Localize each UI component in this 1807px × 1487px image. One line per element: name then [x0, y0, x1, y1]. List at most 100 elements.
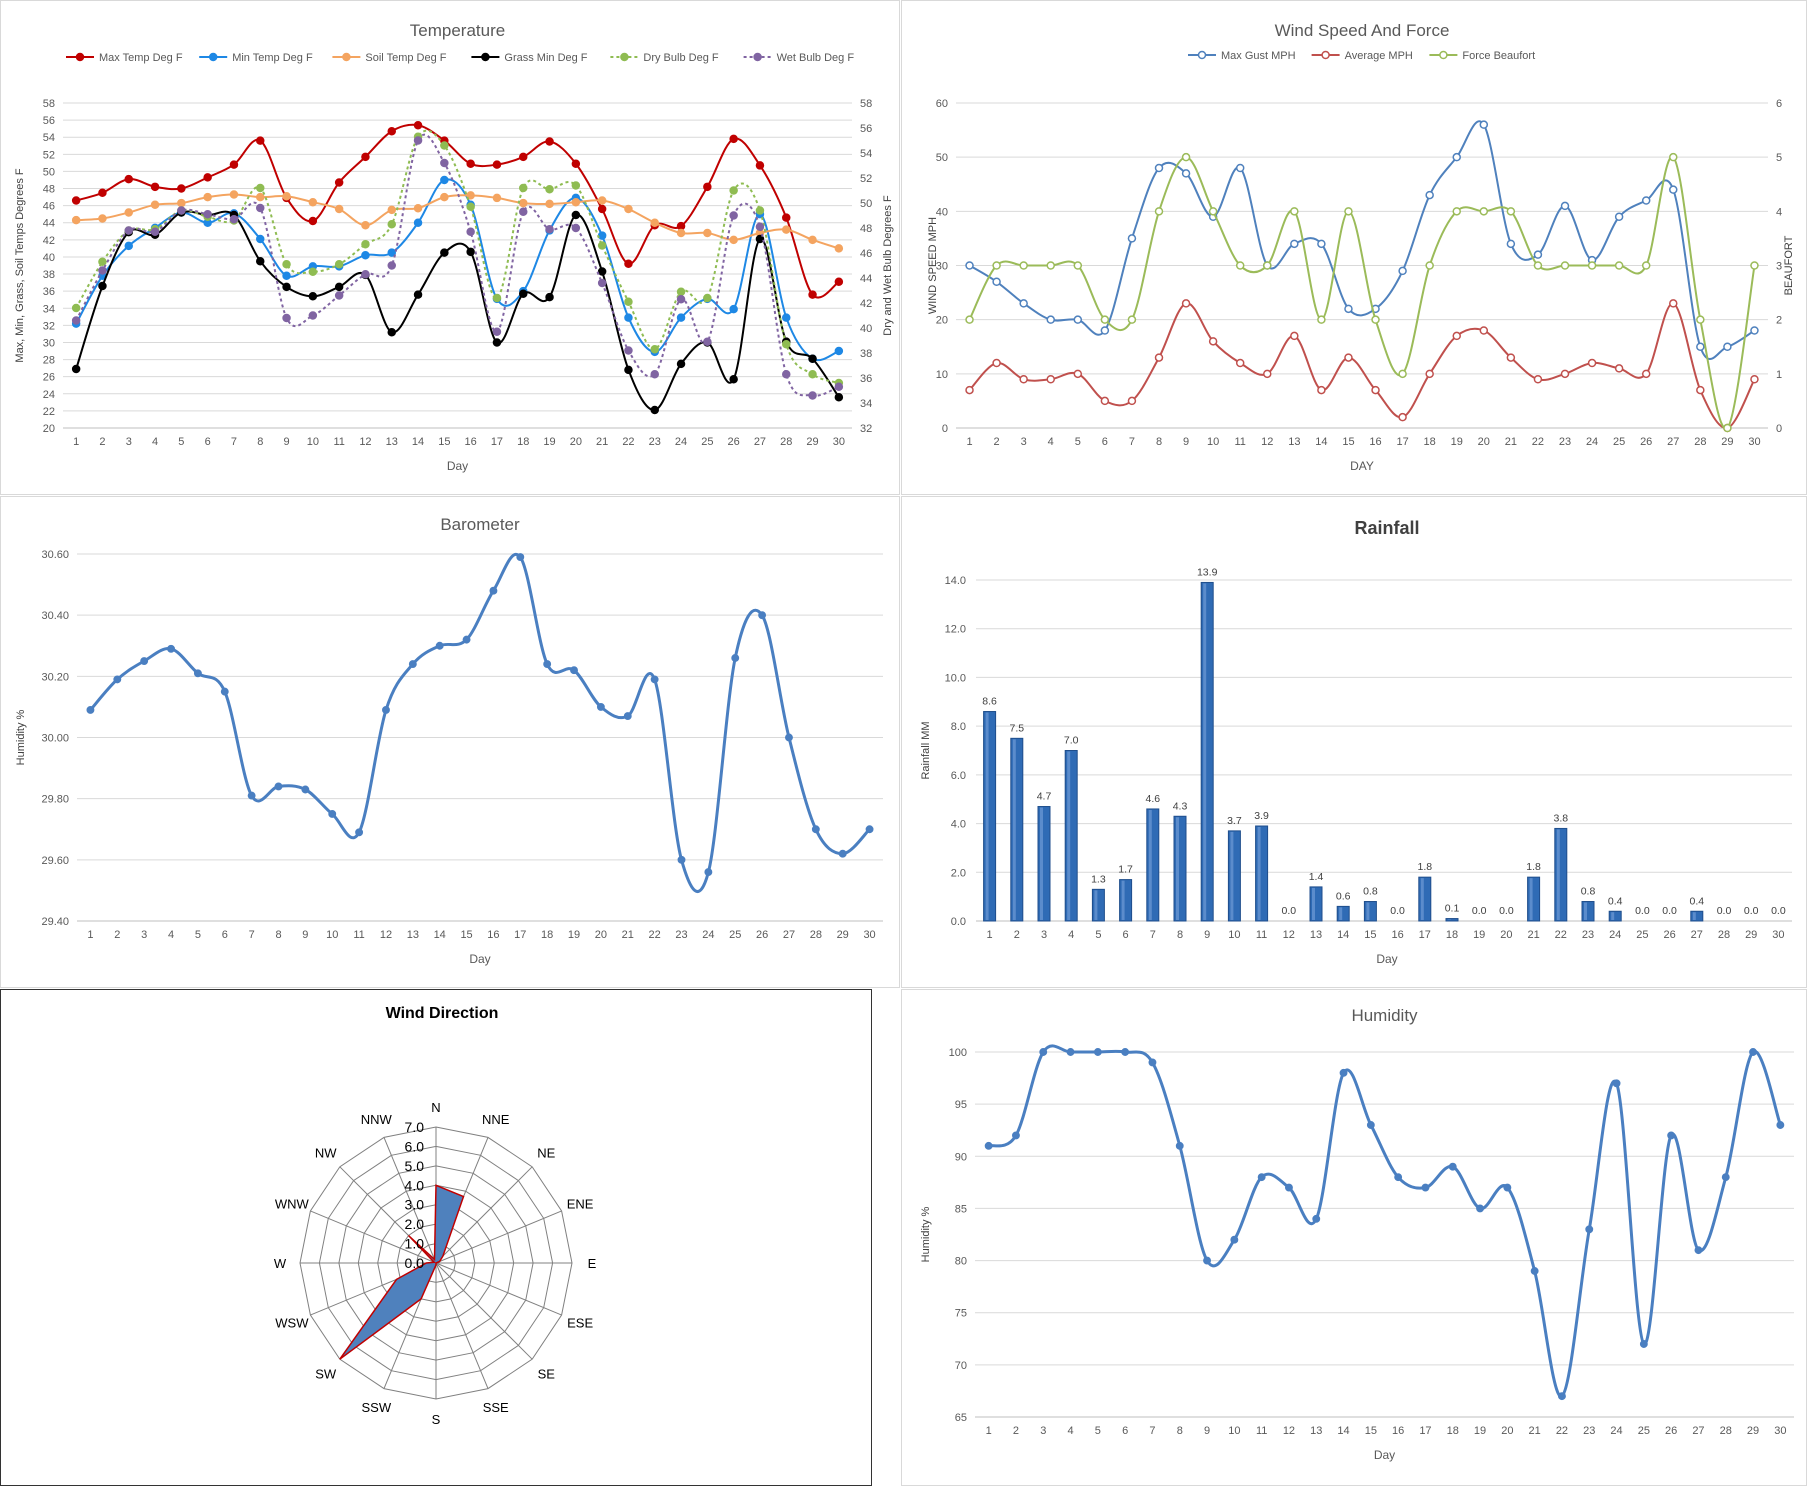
- data-point: [625, 366, 632, 373]
- x-tick-label: 16: [487, 929, 499, 941]
- data-label: 4.3: [1173, 800, 1188, 812]
- data-point: [1291, 240, 1298, 247]
- data-point: [1318, 316, 1325, 323]
- data-point: [125, 209, 132, 216]
- data-point: [1507, 240, 1514, 247]
- data-point: [544, 661, 550, 667]
- data-point: [1372, 387, 1379, 394]
- y-tick-label: 60: [936, 98, 948, 110]
- y-tick-label: 0: [942, 423, 948, 435]
- data-point: [599, 206, 606, 213]
- y-axis-label: Max, Min, Grass, Soil Temps Degrees F: [14, 168, 26, 362]
- x-tick-label: 26: [1665, 1425, 1677, 1437]
- data-point: [1318, 240, 1325, 247]
- data-point: [1643, 197, 1650, 204]
- data-point: [1751, 376, 1758, 383]
- y-tick-label: 12.0: [945, 624, 966, 636]
- data-point: [257, 235, 264, 242]
- data-point: [704, 183, 711, 190]
- data-point: [336, 261, 343, 268]
- bar-highlight: [1366, 903, 1369, 920]
- x-axis-label: Day: [469, 952, 490, 966]
- data-point: [730, 306, 737, 313]
- x-tick-label: 1: [73, 436, 79, 448]
- x-tick-label: 18: [541, 929, 553, 941]
- bar-highlight: [1040, 808, 1043, 920]
- bar: [1174, 816, 1186, 921]
- x-tick-label: 24: [702, 929, 714, 941]
- data-point: [152, 183, 159, 190]
- x-tick-label: 2: [994, 436, 1000, 448]
- data-point: [73, 217, 80, 224]
- data-point: [257, 137, 264, 144]
- x-tick-label: 16: [1391, 929, 1403, 941]
- x-tick-label: 28: [1718, 929, 1730, 941]
- x-tick-label: 1: [987, 929, 993, 941]
- data-point: [993, 262, 1000, 269]
- data-point: [1426, 192, 1433, 199]
- data-point: [415, 205, 422, 212]
- data-point: [1101, 316, 1108, 323]
- data-point: [1697, 316, 1704, 323]
- data-point: [730, 135, 737, 142]
- y-tick-label: 30.40: [41, 610, 69, 622]
- data-point: [546, 200, 553, 207]
- data-point: [1047, 316, 1054, 323]
- x-tick-label: 22: [1532, 436, 1544, 448]
- data-label: 4.6: [1145, 793, 1160, 805]
- data-point: [388, 329, 395, 336]
- x-tick-label: 5: [1095, 929, 1101, 941]
- bar-highlight: [1258, 827, 1261, 920]
- data-point: [1020, 300, 1027, 307]
- bar: [1201, 582, 1213, 921]
- legend-label: Soil Temp Deg F: [365, 52, 446, 64]
- series-line: [76, 179, 839, 360]
- data-point: [1426, 262, 1433, 269]
- data-point: [329, 811, 335, 817]
- x-tick-label: 21: [1527, 929, 1539, 941]
- data-point: [195, 670, 201, 676]
- data-point: [571, 667, 577, 673]
- data-label: 0.8: [1581, 886, 1596, 898]
- x-tick-label: 15: [1342, 436, 1354, 448]
- data-point: [1095, 1049, 1101, 1055]
- bar-highlight: [1203, 583, 1206, 920]
- data-point: [1695, 1247, 1701, 1253]
- bar-highlight: [1584, 903, 1587, 920]
- x-tick-label: 18: [1424, 436, 1436, 448]
- data-point: [415, 291, 422, 298]
- data-point: [1372, 316, 1379, 323]
- x-tick-label: 9: [1183, 436, 1189, 448]
- data-point: [1422, 1184, 1428, 1190]
- data-point: [835, 383, 842, 390]
- x-tick-label: 5: [178, 436, 184, 448]
- legend-swatch-marker: [77, 54, 84, 61]
- x-tick-label: 7: [1149, 1425, 1155, 1437]
- data-point: [336, 206, 343, 213]
- data-point: [1562, 202, 1569, 209]
- data-point: [493, 328, 500, 335]
- data-point: [732, 655, 738, 661]
- x-tick-label: 2: [1013, 1425, 1019, 1437]
- y-tick-label: 29.80: [41, 794, 69, 806]
- y-tick-label: 95: [955, 1099, 967, 1111]
- x-tick-label: 14: [1337, 929, 1349, 941]
- data-point: [463, 636, 469, 642]
- data-point: [1399, 370, 1406, 377]
- data-point: [309, 312, 316, 319]
- data-point: [704, 338, 711, 345]
- x-tick-label: 6: [205, 436, 211, 448]
- series-line: [970, 157, 1755, 429]
- data-point: [114, 676, 120, 682]
- data-point: [388, 206, 395, 213]
- data-label: 0.0: [1499, 905, 1514, 917]
- data-point: [1643, 370, 1650, 377]
- data-point: [1531, 1268, 1537, 1274]
- legend-label: Force Beaufort: [1462, 50, 1535, 62]
- data-point: [1291, 332, 1298, 339]
- data-label: 1.8: [1526, 861, 1541, 873]
- bar: [1011, 738, 1023, 921]
- x-tick-label: 22: [1555, 929, 1567, 941]
- data-point: [1589, 360, 1596, 367]
- data-point: [1723, 1174, 1729, 1180]
